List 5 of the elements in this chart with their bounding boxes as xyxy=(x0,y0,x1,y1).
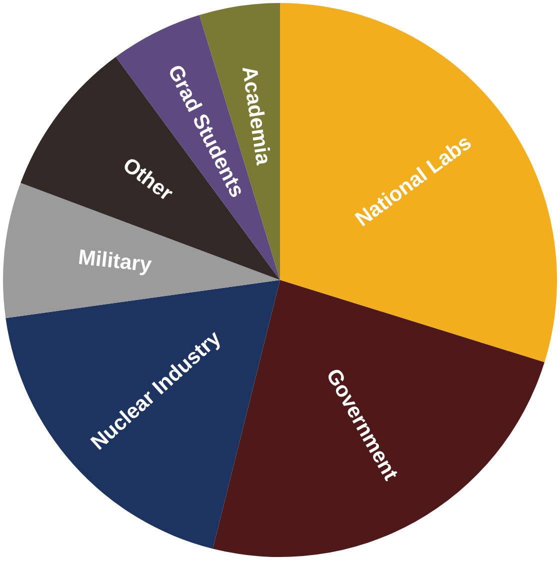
pie-slice xyxy=(20,56,280,280)
slice-label: Academia xyxy=(237,64,275,167)
pie-slice xyxy=(6,280,280,549)
pie-slice xyxy=(280,3,557,362)
slice-label: Military xyxy=(77,246,153,277)
